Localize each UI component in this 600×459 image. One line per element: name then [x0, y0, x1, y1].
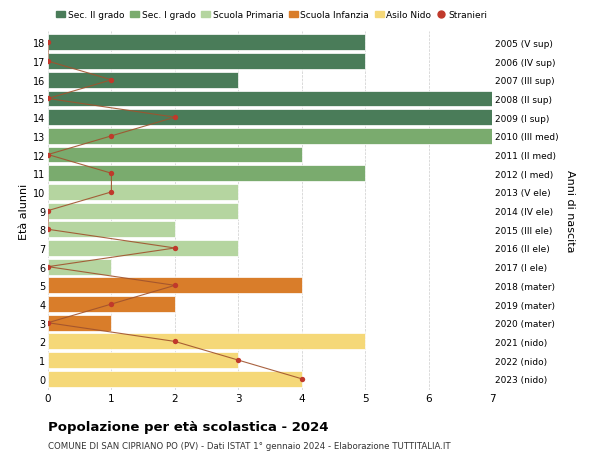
Bar: [48, 241, 238, 257]
Bar: [48, 110, 492, 126]
Point: [170, 338, 179, 345]
Bar: [48, 73, 238, 89]
Y-axis label: Anni di nascita: Anni di nascita: [565, 170, 575, 252]
Point: [43, 95, 53, 103]
Text: Popolazione per età scolastica - 2024: Popolazione per età scolastica - 2024: [48, 420, 329, 433]
Bar: [48, 315, 112, 331]
Bar: [48, 91, 492, 107]
Point: [43, 151, 53, 159]
Point: [170, 245, 179, 252]
Bar: [48, 371, 302, 387]
Bar: [48, 185, 238, 201]
Bar: [48, 259, 112, 275]
Point: [107, 77, 116, 84]
Point: [43, 319, 53, 327]
Bar: [48, 353, 238, 368]
Point: [297, 375, 307, 383]
Point: [43, 263, 53, 271]
Point: [170, 114, 179, 122]
Point: [43, 226, 53, 234]
Bar: [48, 222, 175, 238]
Point: [107, 133, 116, 140]
Bar: [48, 334, 365, 350]
Legend: Sec. II grado, Sec. I grado, Scuola Primaria, Scuola Infanzia, Asilo Nido, Stran: Sec. II grado, Sec. I grado, Scuola Prim…: [53, 8, 491, 24]
Point: [43, 58, 53, 66]
Bar: [48, 203, 238, 219]
Bar: [48, 54, 365, 70]
Text: COMUNE DI SAN CIPRIANO PO (PV) - Dati ISTAT 1° gennaio 2024 - Elaborazione TUTTI: COMUNE DI SAN CIPRIANO PO (PV) - Dati IS…: [48, 441, 451, 450]
Y-axis label: Età alunni: Età alunni: [19, 183, 29, 239]
Point: [107, 189, 116, 196]
Bar: [48, 166, 365, 182]
Bar: [48, 147, 302, 163]
Point: [107, 301, 116, 308]
Bar: [48, 35, 365, 51]
Point: [107, 170, 116, 178]
Point: [233, 357, 243, 364]
Bar: [48, 129, 492, 145]
Bar: [48, 278, 302, 294]
Point: [170, 282, 179, 289]
Point: [43, 207, 53, 215]
Bar: [48, 297, 175, 312]
Point: [43, 39, 53, 47]
